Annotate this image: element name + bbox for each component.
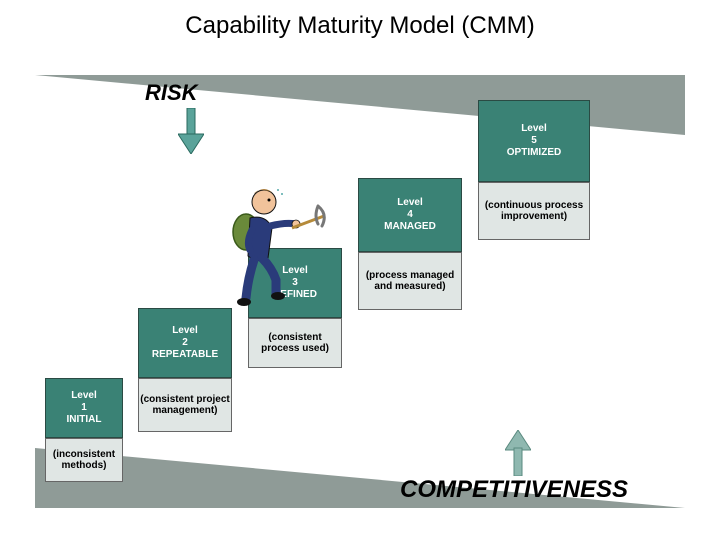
climber-icon [218,176,328,310]
level-1-label-line2: 1 [81,402,87,414]
level-5-block: Level 5 OPTIMIZED [478,100,590,182]
level-1-desc: (inconsistent methods) [45,438,123,482]
level-4-desc-text: (process managed and measured) [359,270,461,293]
competitiveness-label: COMPETITIVENESS [400,476,628,504]
level-4-block: Level 4 MANAGED [358,178,462,252]
level-3-desc: (consistent process used) [248,318,342,368]
level-5-desc-text: (continuous process improvement) [479,200,589,223]
level-2-label-line1: Level [172,325,198,337]
level-1-desc-text: (inconsistent methods) [46,449,122,472]
level-1-label-line1: Level [71,390,97,402]
level-2-block: Level 2 REPEATABLE [138,308,232,378]
level-3-desc-text: (consistent process used) [249,332,341,355]
level-5-label-line1: Level [521,123,547,135]
level-1-name: INITIAL [67,414,102,426]
level-1-block: Level 1 INITIAL [45,378,123,438]
level-5-label-line2: 5 [531,135,537,147]
level-2-desc-text: (consistent project management) [139,394,231,417]
competitiveness-up-arrow-icon [505,430,531,476]
level-2-name: REPEATABLE [152,349,218,361]
level-4-label-line2: 4 [407,209,413,221]
level-5-desc: (continuous process improvement) [478,182,590,240]
risk-down-arrow-icon [178,108,204,154]
level-5-name: OPTIMIZED [507,147,561,159]
risk-label: RISK [145,80,198,106]
level-4-name: MANAGED [384,221,436,233]
level-2-label-line2: 2 [182,337,188,349]
level-2-desc: (consistent project management) [138,378,232,432]
level-4-label-line1: Level [397,197,423,209]
level-4-desc: (process managed and measured) [358,252,462,310]
page-title: Capability Maturity Model (CMM) [0,12,720,40]
